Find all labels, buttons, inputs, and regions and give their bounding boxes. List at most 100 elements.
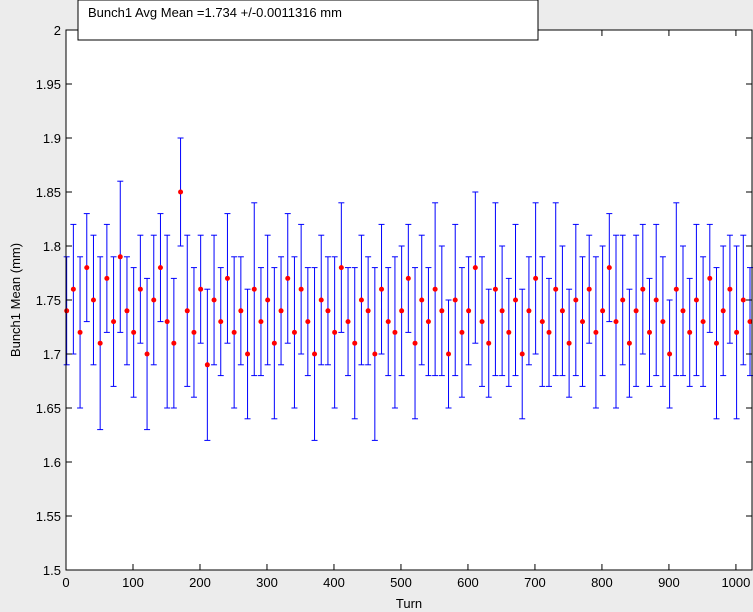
data-point <box>593 329 599 335</box>
data-point <box>452 297 458 303</box>
data-point <box>580 319 586 325</box>
data-point <box>345 319 351 325</box>
data-point <box>546 329 552 335</box>
x-tick-label: 900 <box>658 575 680 590</box>
x-tick-label: 200 <box>189 575 211 590</box>
plot-area <box>66 30 752 570</box>
data-point <box>251 286 257 292</box>
y-axis: 1.5 1.55 1.6 1.65 1.7 1.75 1.8 1.85 1.9 1.95 2 <box>36 23 752 578</box>
data-point <box>673 286 679 292</box>
data-point <box>278 308 284 314</box>
data-point <box>419 297 425 303</box>
data-point <box>144 351 150 357</box>
data-point <box>64 308 70 314</box>
data-point <box>338 265 344 271</box>
data-point <box>734 329 740 335</box>
data-point <box>472 265 478 271</box>
data-point <box>479 319 485 325</box>
data-point <box>486 340 492 346</box>
data-point <box>332 329 338 335</box>
y-tick-label: 1.5 <box>43 563 61 578</box>
data-point <box>680 308 686 314</box>
data-point <box>104 275 110 281</box>
data-point <box>238 308 244 314</box>
y-tick-label: 1.65 <box>36 401 61 416</box>
x-tick-label: 400 <box>323 575 345 590</box>
data-point <box>265 297 271 303</box>
data-point <box>526 308 532 314</box>
data-point <box>245 351 251 357</box>
x-axis-label: Turn <box>396 596 422 611</box>
data-point <box>392 329 398 335</box>
data-point <box>211 297 217 303</box>
data-point <box>707 275 713 281</box>
data-point <box>713 340 719 346</box>
data-point <box>258 319 264 325</box>
data-point <box>553 286 559 292</box>
data-point <box>385 319 391 325</box>
data-point <box>231 329 237 335</box>
y-tick-label: 1.85 <box>36 185 61 200</box>
data-point <box>84 265 90 271</box>
data-point <box>633 308 639 314</box>
data-point <box>446 351 452 357</box>
data-point <box>111 319 117 325</box>
data-point <box>747 319 753 325</box>
data-point <box>379 286 385 292</box>
data-point <box>358 297 364 303</box>
data-point <box>740 297 746 303</box>
y-tick-label: 1.8 <box>43 239 61 254</box>
data-point <box>178 189 184 195</box>
y-tick-label: 2 <box>54 23 61 38</box>
data-point <box>117 254 123 260</box>
data-point <box>164 319 170 325</box>
data-point <box>204 362 210 368</box>
data-point <box>325 308 331 314</box>
data-point <box>77 329 83 335</box>
data-point <box>137 286 143 292</box>
data-point <box>90 297 96 303</box>
data-point <box>727 286 733 292</box>
marker-layer <box>64 189 753 368</box>
y-tick-label: 1.75 <box>36 293 61 308</box>
x-tick-label: 500 <box>390 575 412 590</box>
data-point <box>667 351 673 357</box>
data-point <box>405 275 411 281</box>
y-tick-label: 1.9 <box>43 131 61 146</box>
data-point <box>171 340 177 346</box>
x-tick-label: 600 <box>457 575 479 590</box>
data-point <box>131 329 137 335</box>
data-point <box>519 351 525 357</box>
data-point <box>626 340 632 346</box>
y-tick-label: 1.55 <box>36 509 61 524</box>
data-point <box>399 308 405 314</box>
data-point <box>124 308 130 314</box>
legend-text: Bunch1 Avg Mean =1.734 +/-0.0011316 mm <box>88 5 342 20</box>
data-point <box>499 308 505 314</box>
data-point <box>687 329 693 335</box>
legend-box: Bunch1 Avg Mean =1.734 +/-0.0011316 mm <box>77 0 539 41</box>
data-point <box>271 340 277 346</box>
data-point <box>218 319 224 325</box>
data-point <box>492 286 498 292</box>
data-point <box>613 319 619 325</box>
data-point <box>533 275 539 281</box>
data-point <box>720 308 726 314</box>
data-point <box>365 308 371 314</box>
data-point <box>312 351 318 357</box>
data-point <box>305 319 311 325</box>
data-point <box>352 340 358 346</box>
x-tick-label: 700 <box>524 575 546 590</box>
data-point <box>693 297 699 303</box>
data-point <box>653 297 659 303</box>
data-point <box>285 275 291 281</box>
data-point <box>372 351 378 357</box>
data-point <box>224 275 230 281</box>
data-point <box>412 340 418 346</box>
data-point <box>600 308 606 314</box>
data-point <box>466 308 472 314</box>
data-point <box>559 308 565 314</box>
data-point <box>606 265 612 271</box>
data-point <box>151 297 157 303</box>
